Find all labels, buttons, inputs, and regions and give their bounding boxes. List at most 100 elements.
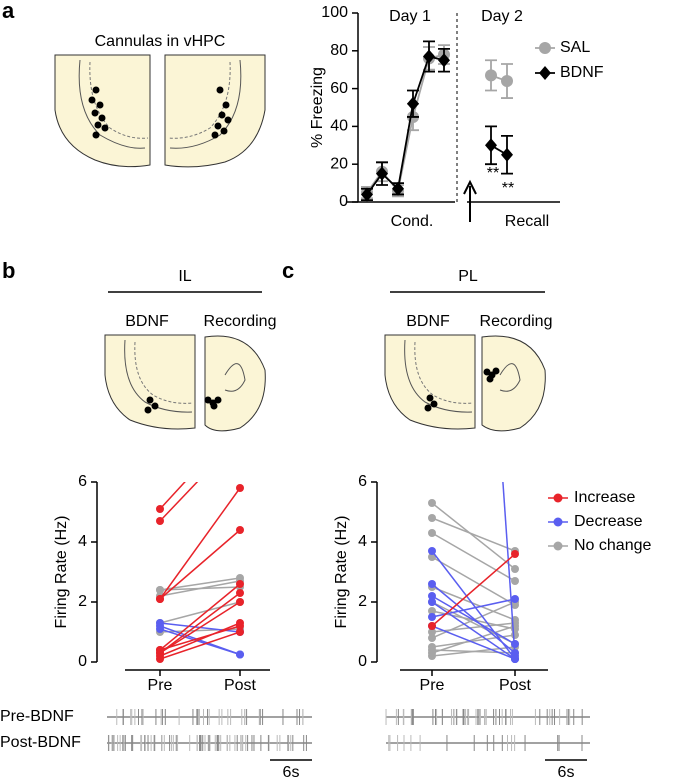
pair-line <box>431 517 516 552</box>
pair-line <box>431 556 516 606</box>
pair-line <box>431 601 516 660</box>
point <box>236 598 244 606</box>
y-tick-label: 0 <box>78 653 87 670</box>
point <box>501 75 513 88</box>
point <box>511 631 519 639</box>
pair-line <box>159 592 241 654</box>
y-tick-label: 40 <box>330 118 348 135</box>
legend-label: Increase <box>574 489 635 506</box>
point <box>428 622 436 630</box>
pair-line <box>159 482 199 522</box>
point <box>428 592 436 600</box>
point <box>428 646 436 654</box>
y-tick-label: 20 <box>330 155 348 172</box>
arrow <box>463 179 477 222</box>
pair-line <box>431 625 516 660</box>
plot-area <box>156 433 244 663</box>
scale-label: 6s <box>283 764 300 781</box>
point <box>511 565 519 573</box>
point <box>361 187 373 202</box>
point <box>156 517 164 525</box>
pair-line <box>159 622 241 657</box>
pair-line <box>431 622 516 633</box>
legend-marker <box>553 493 563 503</box>
legend-label: BDNF <box>560 64 604 81</box>
point <box>511 640 519 648</box>
y-tick-label: 0 <box>339 193 348 210</box>
cannula-title: Cannulas in vHPC <box>95 33 226 50</box>
point <box>156 595 164 603</box>
y-tick-label: 6 <box>358 473 367 490</box>
x-tick-label: Pre <box>420 677 445 694</box>
point <box>428 628 436 636</box>
day-label: Day 1 <box>389 8 431 25</box>
panel-label: b <box>2 258 15 283</box>
pair-line <box>431 634 516 648</box>
point <box>501 147 513 162</box>
y-tick-label: 4 <box>78 533 87 550</box>
y-tick-label: 60 <box>330 80 348 97</box>
point <box>428 613 436 621</box>
point <box>485 138 497 153</box>
raster-label: Post-BDNF <box>0 734 81 751</box>
drug-label: BDNF <box>125 313 169 330</box>
legend-marker <box>553 541 563 551</box>
pair-line <box>431 502 516 570</box>
point <box>236 484 244 492</box>
point <box>485 69 497 82</box>
point <box>236 650 244 659</box>
region-label: PL <box>458 268 478 285</box>
y-axis-label: Firing Rate (Hz) <box>53 516 70 629</box>
brain-diagram <box>54 54 266 168</box>
point <box>428 553 436 561</box>
x-tick-label: Post <box>224 677 257 694</box>
panel-label: a <box>2 0 15 23</box>
point <box>428 499 436 507</box>
pair-line <box>431 649 516 654</box>
panel-label: c <box>282 258 294 283</box>
y-tick-label: 2 <box>358 593 367 610</box>
point <box>236 589 244 597</box>
x-tick-label: Post <box>499 677 532 694</box>
point <box>236 628 244 636</box>
x-tick-label: Pre <box>148 677 173 694</box>
annotation: ** <box>487 165 499 182</box>
pair-line <box>159 482 186 510</box>
point <box>511 595 519 603</box>
point <box>156 586 164 594</box>
pair-line <box>159 529 241 600</box>
pair-line <box>159 631 241 660</box>
pair-line <box>159 601 241 624</box>
y-tick-label: 2 <box>78 593 87 610</box>
recording-label: Recording <box>204 313 277 330</box>
point <box>511 550 519 558</box>
brain-diagram <box>104 334 546 432</box>
y-tick-label: 100 <box>321 4 348 21</box>
pair-line <box>159 625 241 651</box>
pair-line <box>431 586 516 621</box>
y-tick-label: 6 <box>78 473 87 490</box>
point <box>428 580 436 588</box>
point <box>428 607 436 615</box>
pair-line <box>159 628 241 656</box>
point <box>428 529 436 537</box>
point <box>428 634 436 642</box>
point <box>236 580 244 588</box>
pair-line <box>159 487 241 600</box>
point <box>392 181 404 196</box>
pair-line <box>159 601 241 654</box>
group-label: Recall <box>505 213 549 230</box>
annotation: ** <box>502 180 514 197</box>
y-axis-label: Firing Rate (Hz) <box>333 516 350 629</box>
point <box>156 655 164 663</box>
legend-marker <box>553 517 563 527</box>
point <box>438 53 450 68</box>
y-tick-label: 80 <box>330 42 348 59</box>
point <box>428 514 436 522</box>
point <box>236 433 244 441</box>
scale-label: 6s <box>558 764 575 781</box>
recording-label: Recording <box>480 313 553 330</box>
point <box>428 652 436 660</box>
point <box>376 166 388 181</box>
pair-line <box>431 583 516 654</box>
